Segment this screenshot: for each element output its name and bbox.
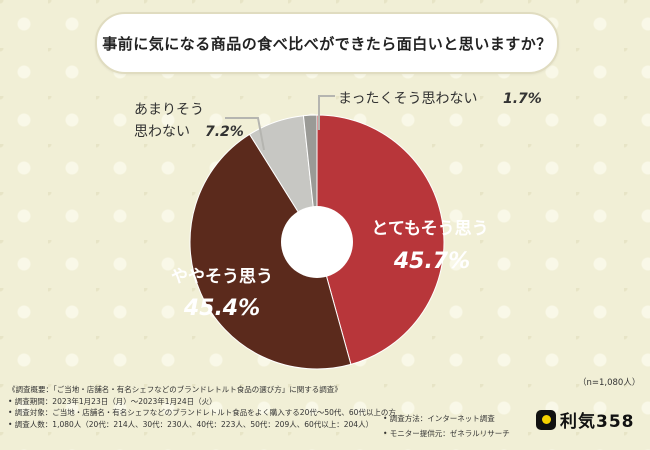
footer-period: • 調査期間：2023年1月23日（月）〜2023年1月24日（火） (8, 396, 217, 406)
survey-footer-right: • 調査方法：インターネット調査 (383, 408, 495, 429)
value-somewhat: 45.4% (183, 296, 260, 321)
donut-hole (281, 206, 353, 278)
leader-line-not-at-all (318, 95, 335, 130)
label-not-at-all: まったくそう思わない (338, 91, 477, 107)
brand-logo: 利気358 (536, 407, 635, 432)
label-not-much-line2: 思わない (134, 124, 190, 140)
footer-provider: • モニター提供元：ゼネラルリサーチ (383, 429, 510, 438)
footer-overview: 《調査概要：「ご当地・店舗名・有名シェフなどのブランドレトルト食品の選び方」に関… (8, 385, 342, 394)
label-not-much-line1: あまりそう (134, 102, 204, 118)
label-somewhat: ややそう思う (171, 267, 273, 287)
leader-line-not-much (225, 117, 265, 151)
footer-target: • 調査対象：ご当地・店舗名・有名シェフなどのブランドレトルト食品をよく購入する… (8, 408, 396, 417)
footer-method: • 調査方法：インターネット調査 (383, 414, 495, 423)
title-box: 事前に気になる商品の食べ比べができたら面白いと思いますか？ (95, 12, 559, 74)
chart-title: 事前に気になる商品の食べ比べができたら面白いと思いますか？ (102, 34, 552, 53)
value-not-much: 7.2% (205, 124, 244, 140)
slice-somewhat (189, 133, 352, 370)
value-very: 45.7% (393, 249, 470, 274)
sample-size: （n=1,080人） (578, 378, 641, 388)
survey-footer-provider: • モニター提供元：ゼネラルリサーチ (383, 428, 510, 440)
brand-mark-icon (536, 409, 556, 430)
footer-count: • 調査人数：1,080人（20代：214人、30代：230人、40代：223人… (8, 419, 374, 429)
brand-name: 利気358 (560, 412, 635, 432)
survey-footer: 《調査概要：「ご当地・店舗名・有名シェフなどのブランドレトルト食品の選び方」に関… (8, 384, 396, 430)
slice-very (316, 114, 445, 366)
label-very: とてもそう思う (371, 219, 488, 239)
value-not-at-all: 1.7% (503, 91, 542, 107)
